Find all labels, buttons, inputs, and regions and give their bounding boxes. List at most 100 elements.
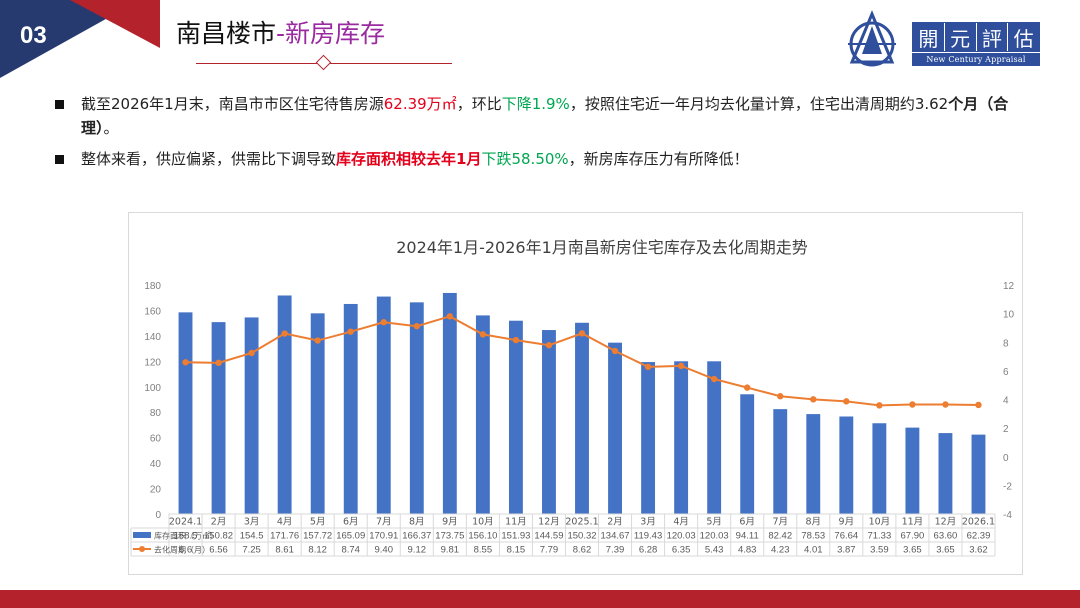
y-left-tick-label: 60 bbox=[150, 434, 162, 445]
bullet-text: 整体来看，供应偏紧，供需比下调导致 bbox=[81, 150, 337, 168]
clearance-note: 个月（合理） bbox=[81, 95, 1009, 137]
title-diamond-ornament bbox=[315, 54, 332, 71]
y-right-tick-label: 10 bbox=[1003, 310, 1015, 321]
bar bbox=[971, 434, 986, 514]
bullet-inventory: 截至2026年1月末，南昌市市区住宅待售房源62.39万㎡，环比下降1.9%，按… bbox=[55, 92, 1045, 140]
bar bbox=[872, 423, 887, 514]
summary-bullets: 截至2026年1月末，南昌市市区住宅待售房源62.39万㎡，环比下降1.9%，按… bbox=[55, 92, 1045, 178]
bar bbox=[575, 322, 589, 514]
x-category-label: 2月 bbox=[211, 517, 227, 528]
x-category-label: 4月 bbox=[673, 517, 689, 528]
bar bbox=[707, 361, 722, 514]
y-right-tick-label: 4 bbox=[1003, 396, 1009, 407]
bar-data-label: 144.59 bbox=[534, 531, 563, 542]
page-title: 南昌楼市-新房库存 bbox=[176, 14, 385, 50]
y-left-tick-label: 0 bbox=[155, 510, 161, 521]
x-category-label: 8月 bbox=[409, 517, 425, 528]
line-data-label: 3.62 bbox=[969, 545, 988, 556]
bar bbox=[277, 295, 292, 514]
x-category-label: 8月 bbox=[806, 517, 822, 528]
bar-data-label: 150.82 bbox=[204, 531, 233, 542]
line-data-label: 7.25 bbox=[242, 545, 260, 556]
line-point bbox=[545, 342, 553, 349]
bar bbox=[674, 361, 689, 514]
line-point bbox=[744, 384, 751, 391]
bar bbox=[905, 427, 920, 514]
line-data-label: 4.83 bbox=[738, 545, 757, 556]
bar-data-label: 67.90 bbox=[901, 531, 925, 542]
line-data-label: 4.01 bbox=[804, 545, 823, 556]
bar-data-label: 170.91 bbox=[369, 531, 398, 542]
line-data-label: 7.39 bbox=[606, 545, 625, 556]
x-category-label: 11月 bbox=[505, 517, 527, 528]
line-point bbox=[677, 362, 685, 370]
logo-english-name: New Century Appraisal bbox=[912, 53, 1040, 66]
line-data-label: 3.59 bbox=[870, 545, 889, 556]
y-right-tick-label: 0 bbox=[1003, 453, 1009, 464]
line-point bbox=[182, 359, 189, 366]
bullet-text: ，按照住宅近一年月均去化量计算，住宅出清周期约3.62 bbox=[569, 95, 949, 113]
line-data-label: 9.81 bbox=[441, 545, 460, 556]
line-point bbox=[810, 396, 817, 403]
bar-data-label: 62.39 bbox=[967, 531, 991, 542]
bar-data-label: 166.37 bbox=[402, 531, 431, 542]
line-data-label: 9.12 bbox=[408, 545, 427, 556]
line-point bbox=[611, 347, 619, 355]
logo-emblem-icon bbox=[848, 10, 896, 67]
line-data-label: 8.62 bbox=[573, 545, 592, 556]
x-category-label: 5月 bbox=[706, 517, 722, 528]
x-category-label: 6月 bbox=[739, 517, 755, 528]
bar-data-label: 119.43 bbox=[634, 531, 662, 542]
logo-char: 評 bbox=[976, 23, 1009, 51]
line-data-label: 8.15 bbox=[507, 545, 526, 556]
bar-data-label: 158.5 bbox=[174, 531, 198, 542]
x-category-label: 12月 bbox=[935, 517, 957, 528]
bar bbox=[839, 416, 854, 514]
x-category-label: 7月 bbox=[376, 517, 392, 528]
line-point bbox=[215, 359, 222, 367]
bullet-square-icon bbox=[55, 100, 64, 109]
bar-data-label: 173.75 bbox=[435, 531, 464, 542]
bar bbox=[641, 362, 656, 514]
line-point bbox=[942, 401, 949, 408]
line-point bbox=[644, 363, 652, 371]
logo-chinese-name: 開 元 評 估 bbox=[912, 22, 1040, 52]
y-left-tick-label: 160 bbox=[144, 306, 161, 317]
bar bbox=[806, 414, 821, 514]
y-left-tick-label: 20 bbox=[150, 485, 162, 496]
bar-data-label: 150.32 bbox=[567, 531, 596, 542]
y-left-tick-label: 120 bbox=[144, 357, 161, 368]
section-number: 03 bbox=[20, 22, 47, 49]
bar bbox=[310, 313, 325, 514]
x-category-label: 7月 bbox=[772, 517, 788, 528]
y-left-tick-label: 100 bbox=[144, 383, 161, 394]
x-category-label: 10月 bbox=[869, 517, 891, 528]
bullet-overall: 整体来看，供应偏紧，供需比下调导致库存面积相较去年1月下跌58.50%，新房库存… bbox=[55, 147, 1045, 171]
line-point bbox=[446, 313, 454, 320]
x-category-label: 2025.1 bbox=[565, 517, 598, 528]
chart-title: 2024年1月-2026年1月南昌新房住宅库存及去化周期走势 bbox=[396, 238, 808, 257]
bar-data-label: 71.33 bbox=[867, 531, 891, 542]
line-data-label: 8.55 bbox=[474, 545, 493, 556]
line-point bbox=[975, 401, 982, 409]
bar-data-label: 120.03 bbox=[700, 531, 729, 542]
bar bbox=[773, 409, 788, 514]
x-category-label: 9月 bbox=[839, 517, 855, 528]
page-title-sub: -新房库存 bbox=[276, 19, 386, 48]
y-right-tick-label: -4 bbox=[1003, 510, 1012, 521]
bar-data-label: 78.53 bbox=[801, 531, 825, 542]
bar bbox=[542, 330, 556, 514]
line-data-label: 8.74 bbox=[341, 545, 360, 556]
bar-data-label: 156.10 bbox=[468, 531, 497, 542]
line-point bbox=[843, 398, 850, 405]
bar-data-label: 154.5 bbox=[240, 531, 264, 542]
bar bbox=[178, 312, 193, 514]
y-right-tick-label: 8 bbox=[1003, 338, 1009, 349]
line-point bbox=[281, 330, 288, 337]
legend-line-label: 去化周期（月） bbox=[154, 545, 210, 555]
x-category-label: 3月 bbox=[244, 517, 260, 528]
line-point bbox=[876, 402, 883, 409]
company-logo: 開 元 評 估 New Century Appraisal bbox=[844, 10, 1044, 70]
chart-canvas: 2024年1月-2026年1月南昌新房住宅库存及去化周期走势0204060801… bbox=[130, 238, 1015, 557]
line-data-label: 6.6 bbox=[179, 545, 192, 556]
